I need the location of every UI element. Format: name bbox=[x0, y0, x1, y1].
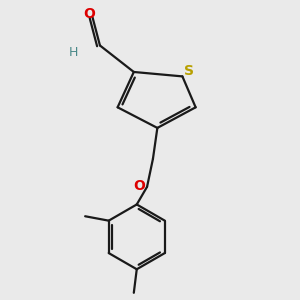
Text: S: S bbox=[184, 64, 194, 78]
Text: O: O bbox=[83, 7, 95, 21]
Text: O: O bbox=[133, 179, 145, 193]
Text: H: H bbox=[69, 46, 78, 59]
